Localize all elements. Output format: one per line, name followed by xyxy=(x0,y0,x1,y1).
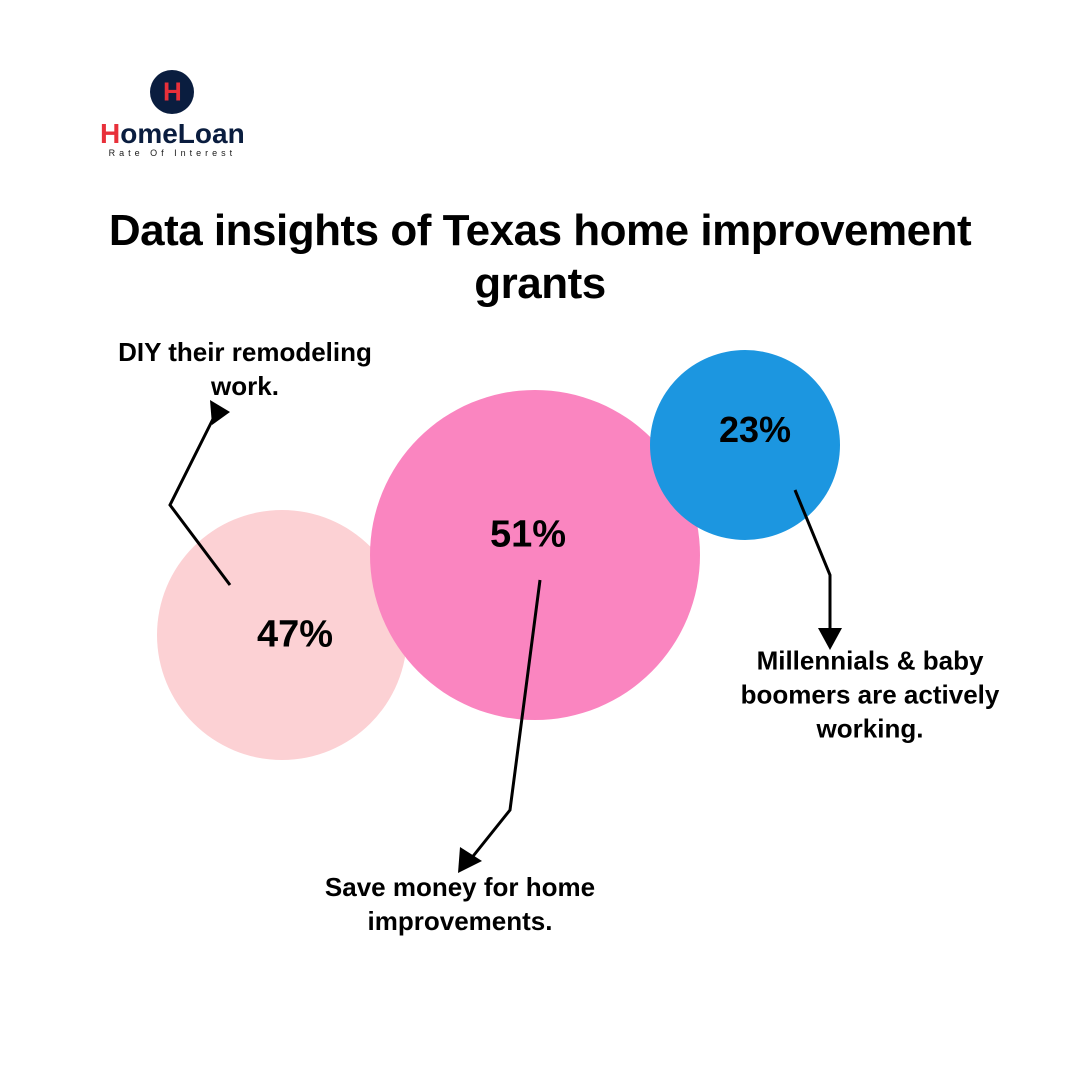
logo-rest: omeLoan xyxy=(120,118,244,149)
logo: HomeLoan Rate Of Interest xyxy=(100,70,245,158)
logo-text: HomeLoan xyxy=(100,118,245,150)
percent-save: 51% xyxy=(490,514,566,557)
percent-millennials: 23% xyxy=(719,409,791,451)
percent-diy: 47% xyxy=(257,614,333,657)
label-diy: DIY their remodeling work. xyxy=(95,336,395,404)
logo-first-letter: H xyxy=(100,118,120,149)
page-title: Data insights of Texas home improvement … xyxy=(90,205,990,311)
label-save: Save money for home improvements. xyxy=(290,871,630,939)
logo-tagline: Rate Of Interest xyxy=(100,148,245,158)
label-millennials: Millennials & baby boomers are actively … xyxy=(730,644,1010,745)
arrow-save-head xyxy=(458,847,482,873)
logo-icon xyxy=(150,70,194,114)
